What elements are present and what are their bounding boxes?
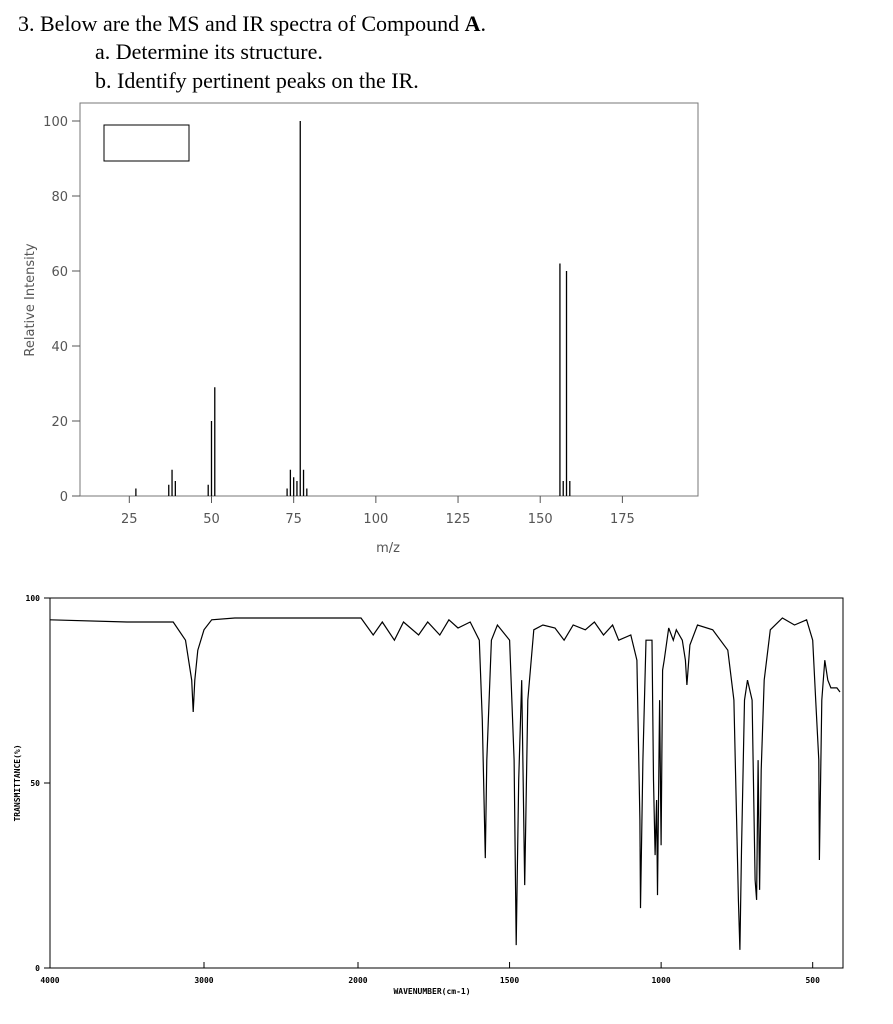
x-tick-label: 100 bbox=[363, 512, 388, 527]
x-tick-label: 75 bbox=[285, 512, 302, 527]
ms-frame bbox=[79, 102, 699, 497]
y-tick-label: 50 bbox=[30, 779, 40, 788]
y-tick-label: 60 bbox=[51, 265, 68, 280]
y-tick-label: 40 bbox=[51, 340, 68, 355]
x-tick-label: 4000 bbox=[40, 976, 59, 985]
x-tick-label: 150 bbox=[528, 512, 553, 527]
x-axis-label: WAVENUMBER(cm-1) bbox=[393, 987, 470, 996]
question-item: a. Determine its structure. bbox=[95, 39, 323, 64]
question-title: 3. Below are the MS and IR spectra of Co… bbox=[18, 11, 486, 36]
ir-frame bbox=[49, 597, 844, 969]
x-tick-label: 25 bbox=[121, 512, 138, 527]
x-tick-label: 500 bbox=[805, 976, 820, 985]
x-tick-label: 3000 bbox=[194, 976, 213, 985]
y-tick-label: 0 bbox=[35, 964, 40, 973]
y-tick-label: 20 bbox=[51, 415, 68, 430]
y-axis-label: Relative Intensity bbox=[23, 243, 38, 356]
x-tick-label: 125 bbox=[446, 512, 471, 527]
ir-trace bbox=[49, 617, 841, 950]
question-item: b. Identify pertinent peaks on the IR. bbox=[95, 68, 419, 93]
y-tick-label: 0 bbox=[60, 490, 68, 505]
title-text: 3. Below are the MS and IR spectra of Co… bbox=[18, 11, 465, 36]
title-bold: A bbox=[465, 11, 481, 36]
y-tick-label: 100 bbox=[26, 594, 41, 603]
y-axis-label: TRANSMITTANCE(%) bbox=[13, 744, 22, 821]
x-tick-label: 1500 bbox=[500, 976, 519, 985]
ms-box bbox=[103, 124, 190, 162]
x-tick-label: 1000 bbox=[651, 976, 670, 985]
x-tick-label: 50 bbox=[203, 512, 220, 527]
x-tick-label: 175 bbox=[610, 512, 635, 527]
x-axis-label: m/z bbox=[376, 541, 400, 556]
y-tick-label: 80 bbox=[51, 190, 68, 205]
title-text: . bbox=[481, 11, 487, 36]
x-tick-label: 2000 bbox=[348, 976, 367, 985]
y-tick-label: 100 bbox=[43, 115, 68, 130]
